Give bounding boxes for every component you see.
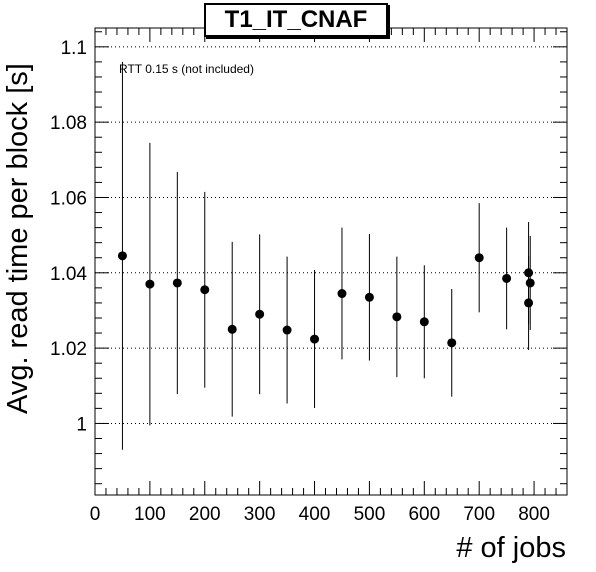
x-tick-label: 500 <box>354 504 386 525</box>
data-point <box>282 325 292 335</box>
data-points <box>117 251 535 348</box>
data-point <box>117 251 127 261</box>
y-tick-label: 1.04 <box>50 264 87 285</box>
axis-ticks <box>94 28 568 495</box>
data-point <box>502 273 512 283</box>
plot-frame <box>94 27 568 496</box>
data-point <box>337 289 347 299</box>
error-bars <box>121 61 531 450</box>
data-point <box>255 309 265 319</box>
x-tick-label: 400 <box>299 504 331 525</box>
data-point <box>474 253 484 263</box>
y-axis-title: Avg. read time per block [s] <box>2 63 34 414</box>
data-point <box>172 278 182 288</box>
data-point <box>524 268 534 278</box>
x-axis-title: # of jobs <box>456 532 566 564</box>
x-tick-label: 100 <box>134 504 166 525</box>
grid-lines <box>95 46 567 424</box>
annotation-text: RTT 0.15 s (not included) <box>119 62 254 76</box>
data-point <box>200 285 210 295</box>
y-tick-labels: 1 1.02 1.04 1.06 1.08 1.1 <box>50 38 87 436</box>
y-tick-label: 1.1 <box>61 38 87 59</box>
y-tick-label: 1.08 <box>50 113 87 134</box>
data-point <box>364 292 374 302</box>
x-tick-label: 600 <box>408 504 440 525</box>
x-tick-label: 0 <box>90 504 101 525</box>
x-tick-label: 800 <box>518 504 550 525</box>
data-point <box>524 298 534 308</box>
data-point <box>227 324 237 334</box>
x-tick-labels: 0 100 200 300 400 500 600 700 800 <box>90 504 550 525</box>
data-point <box>310 334 320 344</box>
data-point <box>525 278 535 288</box>
y-tick-label: 1 <box>76 414 87 435</box>
x-tick-label: 200 <box>189 504 221 525</box>
data-point <box>419 317 429 327</box>
chart-title: T1_IT_CNAF <box>204 3 388 37</box>
data-point <box>392 312 402 322</box>
x-tick-label: 300 <box>244 504 276 525</box>
data-point <box>145 279 155 289</box>
x-tick-label: 700 <box>463 504 495 525</box>
y-tick-label: 1.06 <box>50 188 87 209</box>
data-point <box>447 338 457 348</box>
y-tick-label: 1.02 <box>50 339 87 360</box>
